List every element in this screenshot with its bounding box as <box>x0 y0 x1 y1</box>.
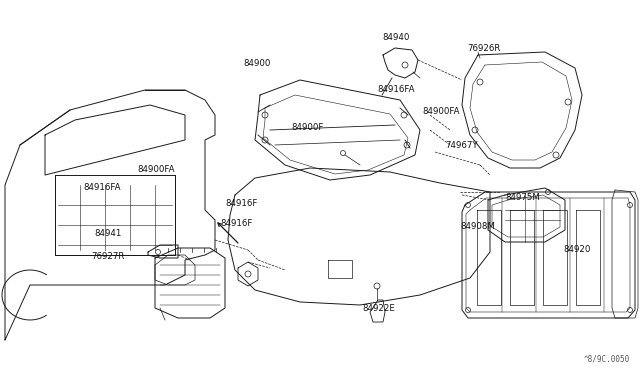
Text: 84900F: 84900F <box>291 123 324 132</box>
Text: 84922E: 84922E <box>362 304 395 312</box>
Text: 84940: 84940 <box>383 33 410 42</box>
Text: 76927R: 76927R <box>92 252 125 261</box>
Text: 84900FA: 84900FA <box>138 165 175 174</box>
Text: 84916F: 84916F <box>221 219 253 228</box>
Text: 76926R: 76926R <box>467 44 500 53</box>
Text: 84916FA: 84916FA <box>378 85 415 94</box>
Text: 84916F: 84916F <box>225 199 258 208</box>
Text: ^8/9C.0050: ^8/9C.0050 <box>584 355 630 364</box>
Text: 84916FA: 84916FA <box>83 183 121 192</box>
Text: 84975M: 84975M <box>506 193 540 202</box>
Text: 84920: 84920 <box>563 245 591 254</box>
Text: 84908M: 84908M <box>461 222 495 231</box>
Text: 84900: 84900 <box>243 59 271 68</box>
Text: 84900FA: 84900FA <box>422 107 460 116</box>
Text: 74967Y: 74967Y <box>445 141 477 150</box>
Text: 84941: 84941 <box>95 229 122 238</box>
